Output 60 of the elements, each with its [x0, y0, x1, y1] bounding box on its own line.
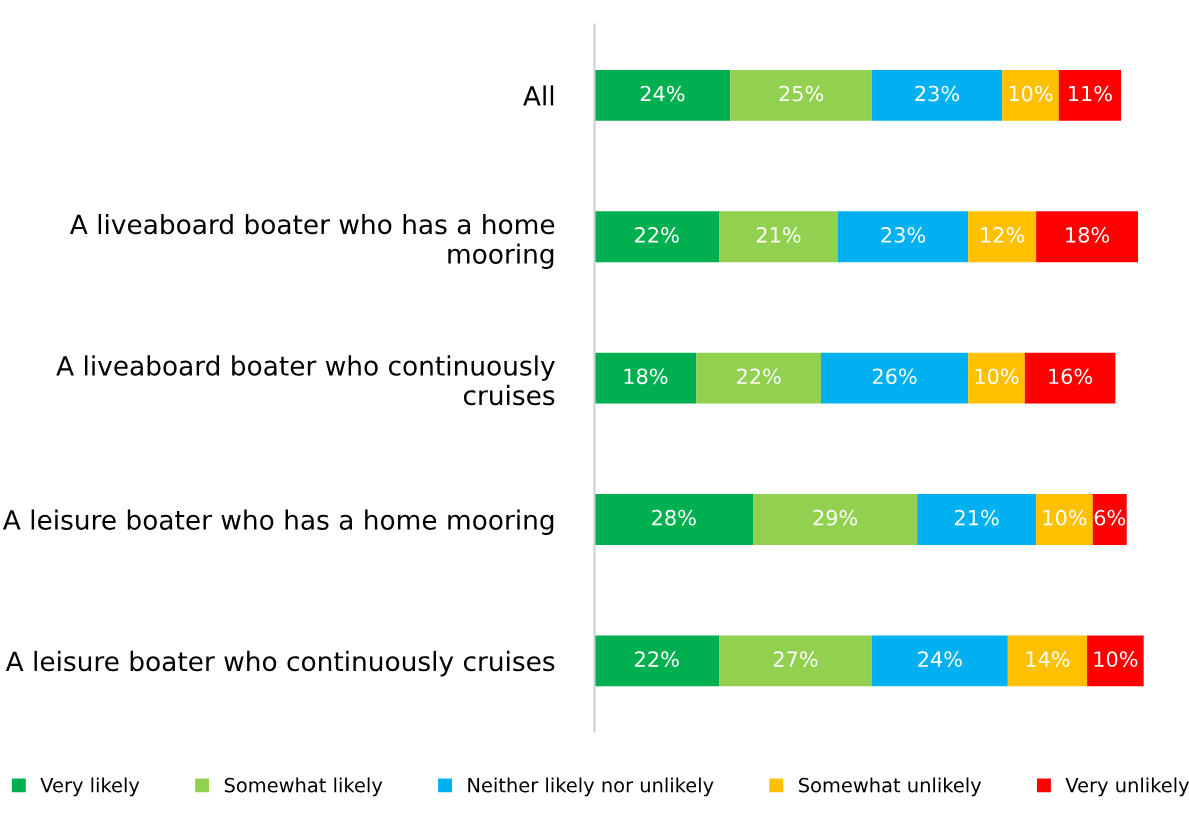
y-tick-label: A liveaboard boater who continuously cruises — [56, 355, 555, 406]
legend-label: Neither likely nor unlikely — [468, 777, 714, 797]
data-label: 27% — [773, 651, 818, 667]
data-label: 24% — [640, 85, 685, 102]
data-label: 10% — [1043, 509, 1087, 526]
data-label: 14% — [1026, 651, 1070, 667]
legend-label: Somewhat likely — [224, 777, 383, 797]
y-tick-label: A leisure boater who has a home mooring — [2, 509, 554, 536]
legend-label: Very likely — [40, 777, 140, 797]
y-tick-label: All — [523, 85, 554, 106]
bar — [871, 635, 1008, 687]
data-label: 22% — [635, 227, 679, 243]
data-label: 28% — [652, 509, 696, 526]
bar — [871, 69, 1003, 121]
bar — [594, 69, 731, 121]
bar — [594, 211, 720, 263]
data-label: 24% — [918, 651, 962, 667]
data-label: 6% — [1094, 509, 1126, 526]
bar — [1007, 635, 1088, 687]
data-label: 29% — [813, 509, 858, 526]
bar — [820, 352, 969, 404]
bar — [917, 494, 1037, 545]
data-label: 22% — [737, 368, 781, 385]
data-label: 18% — [624, 368, 668, 385]
bar — [837, 211, 969, 263]
bar — [753, 494, 918, 545]
data-label: 26% — [872, 368, 917, 385]
data-label: 10% — [1009, 85, 1053, 102]
legend-label: Very unlikely — [1065, 777, 1189, 797]
bar — [968, 211, 1037, 263]
bar — [719, 211, 838, 263]
bar — [594, 494, 754, 545]
y-tick-label: A leisure boater who continuously cruises — [5, 650, 555, 677]
bar — [730, 69, 872, 121]
legend-label: Somewhat unlikely — [799, 777, 982, 797]
y-tick-label: A liveaboard boater who has a home mooring — [69, 213, 555, 270]
data-label: 10% — [975, 368, 1019, 385]
data-label: 23% — [881, 227, 926, 243]
bar — [594, 352, 697, 404]
data-label: 18% — [1066, 227, 1110, 243]
data-label: 11% — [1069, 85, 1112, 102]
bar — [1036, 494, 1093, 545]
data-label: 25% — [779, 85, 824, 102]
data-label: 21% — [955, 509, 999, 526]
data-label: 23% — [915, 85, 960, 102]
data-label: 16% — [1049, 368, 1093, 385]
data-label: 12% — [981, 227, 1025, 243]
data-label: 21% — [756, 227, 801, 243]
data-label: 22% — [635, 651, 679, 667]
bar — [1036, 211, 1139, 263]
bar — [594, 635, 720, 687]
data-label: 10% — [1094, 651, 1138, 667]
bar — [1092, 494, 1127, 545]
bar — [1024, 352, 1116, 404]
bar — [719, 635, 872, 687]
bar — [1058, 69, 1122, 121]
bar — [1087, 635, 1144, 687]
bar — [696, 352, 821, 404]
bar — [1002, 69, 1059, 121]
bar — [968, 352, 1025, 404]
